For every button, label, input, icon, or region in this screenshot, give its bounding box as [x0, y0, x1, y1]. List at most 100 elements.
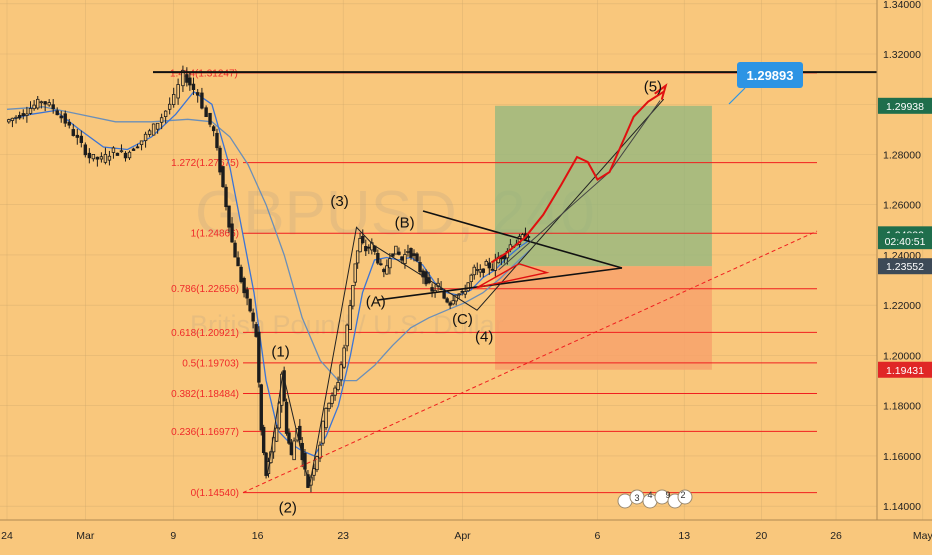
candle-body: [21, 113, 25, 117]
x-tick-label: Mar: [76, 530, 95, 542]
projection-curve: [490, 90, 665, 264]
candle-body: [211, 126, 216, 132]
candle-body: [257, 331, 261, 383]
candle-body: [167, 103, 172, 110]
svg-text:2: 2: [680, 490, 685, 500]
candle-body: [448, 302, 452, 306]
candle-body: [171, 94, 176, 105]
candle-body: [10, 117, 15, 121]
candle-body: [107, 155, 112, 161]
candle-body: [412, 253, 416, 256]
candle-body: [111, 147, 116, 153]
x-tick-label: 20: [755, 530, 767, 542]
candle-body: [236, 257, 240, 267]
candle-body: [95, 156, 100, 160]
time-axis[interactable]: 24 Mar 9 16 23 Apr 6 13 20 26 May: [0, 519, 932, 542]
y-tick-label: 1.26000: [883, 200, 921, 212]
candle-body: [358, 237, 362, 253]
candle-body: [333, 387, 337, 396]
candle-body: [379, 263, 383, 266]
y-tick-label: 1.18000: [883, 401, 921, 413]
candle-body: [442, 291, 446, 299]
candle-body: [361, 235, 365, 244]
candle-body: [292, 440, 296, 461]
candle-body: [227, 205, 231, 228]
candle-body: [457, 293, 461, 296]
x-tick-label: 16: [252, 530, 264, 542]
x-tick-label: 23: [337, 530, 349, 542]
target-price-text: 1.29893: [747, 68, 794, 83]
svg-text:9: 9: [665, 490, 670, 500]
candle-body: [204, 107, 208, 118]
candle-body: [351, 285, 355, 307]
price-tag-bg: [878, 258, 932, 275]
y-tick-label: 1.32000: [883, 49, 921, 61]
candle-body: [230, 223, 234, 243]
candle-body: [254, 324, 258, 337]
candle-body: [287, 432, 291, 444]
price-tag-text: 1.29938: [886, 101, 924, 113]
candle-body: [185, 74, 189, 83]
projection-arrow-head: [654, 83, 668, 100]
candle-body: [364, 246, 368, 252]
target-price-label[interactable]: 1.29893: [728, 62, 803, 105]
candle-body: [224, 186, 228, 208]
candle-body: [355, 250, 360, 264]
candle-body: [51, 104, 55, 110]
dashed-trendline: [242, 230, 818, 494]
price-tag: 1.23552: [878, 258, 932, 275]
candle-body: [139, 140, 144, 146]
candle-body: [103, 153, 108, 163]
candle-body: [336, 382, 340, 391]
candle-body: [71, 129, 75, 136]
candle-body: [394, 245, 398, 255]
candle-body: [400, 256, 404, 261]
candle-body: [475, 269, 479, 271]
candle-body: [367, 246, 371, 249]
candle-body: [439, 288, 443, 290]
price-tag-bg: [878, 233, 932, 250]
position-boxes[interactable]: [495, 105, 712, 370]
price-axis[interactable]: 1.340001.320001.300001.280001.260001.240…: [876, 0, 921, 520]
y-tick-label: 1.28000: [883, 149, 921, 161]
badge-count-icon[interactable]: [677, 489, 693, 505]
price-tag-bg: [878, 97, 932, 114]
candle-body: [221, 166, 225, 188]
candle-body: [36, 98, 40, 109]
x-tick-label: Apr: [454, 530, 471, 542]
candle-body: [39, 101, 44, 104]
candle-body: [484, 260, 488, 266]
wave-label: (A): [366, 293, 386, 310]
trend-drawings[interactable]: [153, 71, 877, 494]
candle-body: [131, 148, 136, 151]
wave-label: (2): [279, 499, 297, 516]
candle-body: [321, 420, 325, 444]
candle-body: [261, 426, 266, 454]
candle-body: [28, 108, 33, 114]
price-tag-text: 02:40:51: [885, 236, 926, 248]
candle-body: [14, 116, 18, 119]
candle-body: [345, 324, 349, 347]
social-badges[interactable]: 3 4 9 2: [617, 489, 693, 509]
candle-body: [388, 258, 392, 269]
candle-body: [67, 121, 71, 126]
candle-body: [208, 112, 212, 125]
candle-body: [451, 300, 455, 305]
wave-label: (3): [330, 193, 348, 210]
candle-body: [248, 298, 252, 312]
candle-body: [32, 104, 36, 110]
candle-body: [339, 364, 343, 381]
wave-labels: (1) (2) (3) (4) (5) (A) (B) (C): [271, 79, 662, 517]
candle-body: [59, 115, 63, 119]
price-tag-text: 1.19431: [886, 365, 924, 377]
candle-body: [147, 130, 152, 135]
candle-body: [430, 287, 434, 292]
y-tick-label: 1.22000: [883, 300, 921, 312]
candle-body: [176, 84, 180, 99]
price-tag: 1.29938: [878, 97, 932, 114]
candle-body: [327, 402, 331, 410]
profit-target-box: [495, 105, 712, 267]
